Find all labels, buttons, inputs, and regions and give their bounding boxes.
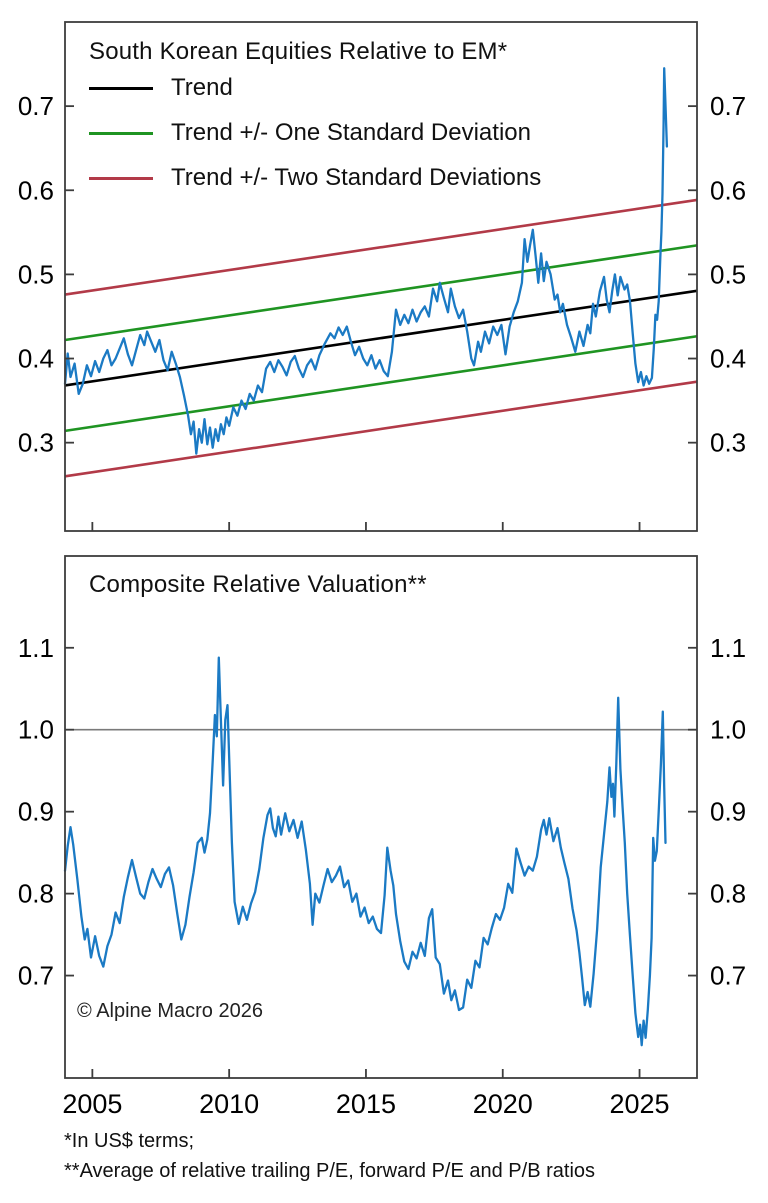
- y-tick-label-right: 0.5: [710, 259, 746, 289]
- legend-label: Trend +/- One Standard Deviation: [171, 119, 531, 146]
- bottom-chart-title: Composite Relative Valuation**: [89, 571, 427, 598]
- y-tick-label-left: 0.8: [18, 879, 54, 909]
- legend-label: Trend: [171, 74, 233, 101]
- y-tick-label-right: 0.4: [710, 344, 746, 374]
- y-tick-label-left: 0.6: [18, 175, 54, 205]
- x-tick-label: 2015: [336, 1089, 396, 1119]
- y-tick-label-right: 0.3: [710, 428, 746, 458]
- y-tick-label-left: 0.9: [18, 797, 54, 827]
- two-sd-lower-line: [64, 380, 698, 478]
- one-sd-upper-line: [64, 244, 698, 342]
- y-tick-label-left: 0.7: [18, 961, 54, 991]
- data-series-line: [63, 656, 667, 1047]
- copyright-text: © Alpine Macro 2026: [77, 1000, 263, 1022]
- footnote-1: *In US$ terms;: [64, 1130, 195, 1152]
- legend-label: Trend +/- Two Standard Deviations: [171, 164, 542, 191]
- axis-frame: [64, 21, 698, 532]
- y-tick-label-right: 0.7: [710, 91, 746, 121]
- x-tick-label: 2020: [473, 1089, 533, 1119]
- y-tick-label-left: 0.7: [18, 91, 54, 121]
- y-tick-label-right: 0.6: [710, 175, 746, 205]
- y-tick-label-right: 0.9: [710, 797, 746, 827]
- one-sd-line-swatch: [89, 131, 153, 135]
- footnote-2: **Average of relative trailing P/E, forw…: [64, 1160, 596, 1182]
- axis-frame: [64, 555, 698, 1079]
- legend-item-trend: Trend: [89, 74, 541, 101]
- top-chart-legend: Trend Trend +/- One Standard Deviation T…: [89, 74, 542, 191]
- trend-line: [64, 289, 698, 387]
- y-tick-label-left: 0.4: [18, 344, 54, 374]
- y-tick-label-right: 1.0: [710, 715, 746, 745]
- y-tick-label-left: 0.3: [18, 428, 54, 458]
- trend-line-swatch: [89, 86, 153, 90]
- legend-item-two-sd: Trend +/- Two Standard Deviations: [89, 164, 542, 191]
- y-tick-label-right: 0.7: [710, 961, 746, 991]
- y-tick-label-left: 0.5: [18, 259, 54, 289]
- x-tick-label: 2025: [610, 1089, 670, 1119]
- two-sd-line-swatch: [89, 176, 153, 180]
- two-sd-upper-line: [64, 198, 698, 296]
- legend-item-one-sd: Trend +/- One Standard Deviation: [89, 119, 541, 146]
- footnotes: *In US$ terms; **Average of relative tra…: [64, 1126, 595, 1186]
- y-tick-label-right: 1.1: [710, 633, 746, 663]
- y-tick-label-right: 0.8: [710, 879, 746, 909]
- data-series-line: [63, 67, 669, 455]
- one-sd-lower-line: [64, 334, 698, 433]
- x-tick-label: 2010: [199, 1089, 259, 1119]
- y-tick-label-left: 1.1: [18, 633, 54, 663]
- x-tick-label: 2005: [62, 1089, 122, 1119]
- y-tick-label-left: 1.0: [18, 715, 54, 745]
- top-chart-title: South Korean Equities Relative to EM*: [89, 38, 508, 65]
